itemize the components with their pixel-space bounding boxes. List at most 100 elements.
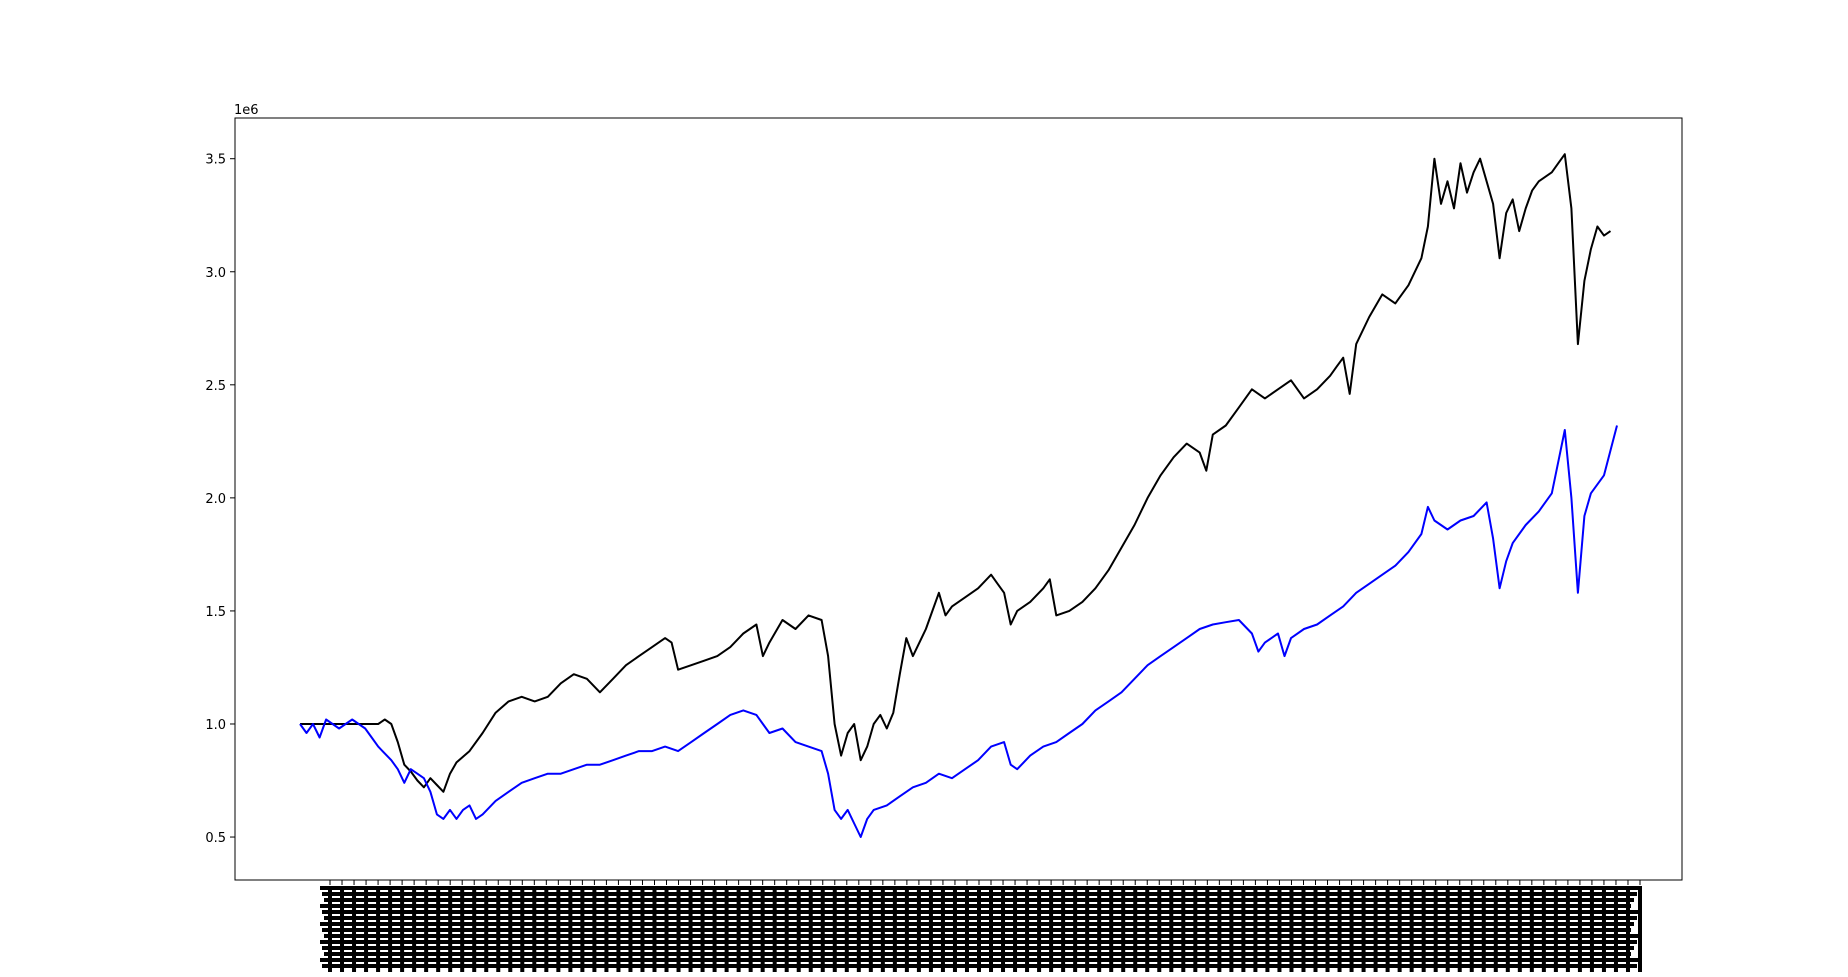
x-tick-label [1121, 886, 1126, 972]
x-tick-label [1433, 886, 1438, 972]
x-tick-label [904, 886, 909, 972]
x-tick-label [952, 886, 957, 972]
x-axis [320, 880, 1642, 972]
x-tick-label [460, 886, 465, 972]
x-tick-label [688, 886, 693, 972]
x-tick-label [628, 886, 633, 972]
x-tick-label [1517, 886, 1522, 972]
y-tick-label: 1.5 [205, 605, 226, 620]
x-tick-label [532, 886, 537, 972]
x-tick-label [1001, 886, 1006, 972]
x-tick-label [1133, 886, 1138, 972]
x-tick-label [916, 886, 921, 972]
x-tick-label [652, 886, 657, 972]
y-tick-label: 3.0 [205, 266, 226, 281]
x-tick-label [1277, 886, 1282, 972]
x-tick-label [1109, 886, 1114, 972]
x-tick-label [1181, 886, 1186, 972]
x-tick-label [1205, 886, 1210, 972]
x-tick-label [604, 886, 609, 972]
x-tick-label [1601, 886, 1606, 972]
x-tick-label [568, 886, 573, 972]
x-tick-label [772, 886, 777, 972]
x-tick-label [1337, 886, 1342, 972]
x-tick-label [664, 886, 669, 972]
x-tick-label [520, 886, 525, 972]
x-tick-label [928, 886, 933, 972]
x-tick-label [1061, 886, 1066, 972]
x-tick-label [376, 886, 381, 972]
x-tick-label [1169, 886, 1174, 972]
x-tick-label [1025, 886, 1030, 972]
x-tick-label [940, 886, 945, 972]
x-tick-label [352, 886, 357, 972]
x-tick-label [424, 886, 429, 972]
x-tick-label [592, 886, 597, 972]
x-tick-label [1241, 886, 1246, 972]
x-tick-label [1265, 886, 1270, 972]
series-line-2 [299, 425, 1618, 838]
y-offset-label: 1e6 [234, 103, 259, 118]
x-tick-label [1638, 886, 1642, 972]
x-tick-label [400, 886, 405, 972]
x-tick-label [580, 886, 585, 972]
x-tick-label-band [322, 910, 1640, 914]
x-tick-label [808, 886, 813, 972]
x-tick-label [832, 886, 837, 972]
plot-area [234, 117, 1683, 881]
x-tick-label [1385, 886, 1390, 972]
series-layer [299, 153, 1618, 838]
x-tick-label [976, 886, 981, 972]
series-line-1 [300, 153, 1612, 793]
x-tick-label [1037, 886, 1042, 972]
x-tick-label [472, 886, 477, 972]
x-tick-label-band [322, 928, 1631, 932]
x-tick-label [1289, 886, 1294, 972]
x-tick-label [820, 886, 825, 972]
y-tick-label: 1.0 [205, 718, 226, 733]
x-tick-label [796, 886, 801, 972]
x-tick-label [784, 886, 789, 972]
x-tick-label [1625, 886, 1630, 972]
x-tick-label [1409, 886, 1414, 972]
x-tick-label [1397, 886, 1402, 972]
x-tick-label [1313, 886, 1318, 972]
x-tick-label [1481, 886, 1486, 972]
x-tick-label [484, 886, 489, 972]
x-tick-label [496, 886, 501, 972]
x-tick-label [1505, 886, 1510, 972]
x-tick-label [448, 886, 453, 972]
x-tick-label [364, 886, 369, 972]
x-tick-label [388, 886, 393, 972]
x-tick-label [760, 886, 765, 972]
x-tick-label [1157, 886, 1162, 972]
x-tick-label [880, 886, 885, 972]
x-tick-label [616, 886, 621, 972]
x-tick-label [1529, 886, 1534, 972]
x-tick-label [556, 886, 561, 972]
x-tick-label [1373, 886, 1378, 972]
x-tick-label [1013, 886, 1018, 972]
x-tick-label [1565, 886, 1570, 972]
y-axis: 0.5 1.0 1.5 2.0 2.5 3.0 3.5 [205, 153, 235, 846]
x-tick-label [856, 886, 861, 972]
x-tick-label [1577, 886, 1582, 972]
x-tick-label [1229, 886, 1234, 972]
x-tick-label [1349, 886, 1354, 972]
x-tick-label [724, 886, 729, 972]
x-tick-label [1613, 886, 1618, 972]
x-tick-label [844, 886, 849, 972]
x-tick-label [868, 886, 873, 972]
x-tick-label [989, 886, 994, 972]
x-tick-label [736, 886, 741, 972]
x-tick-label [1073, 886, 1078, 972]
y-tick-label: 2.0 [205, 492, 226, 507]
x-tick-label [412, 886, 417, 972]
x-tick-label [640, 886, 645, 972]
x-tick-label [1193, 886, 1198, 972]
x-tick-label [1301, 886, 1306, 972]
x-tick-label [1541, 886, 1546, 972]
x-tick-label [328, 886, 332, 972]
plot-frame [234, 117, 1683, 881]
